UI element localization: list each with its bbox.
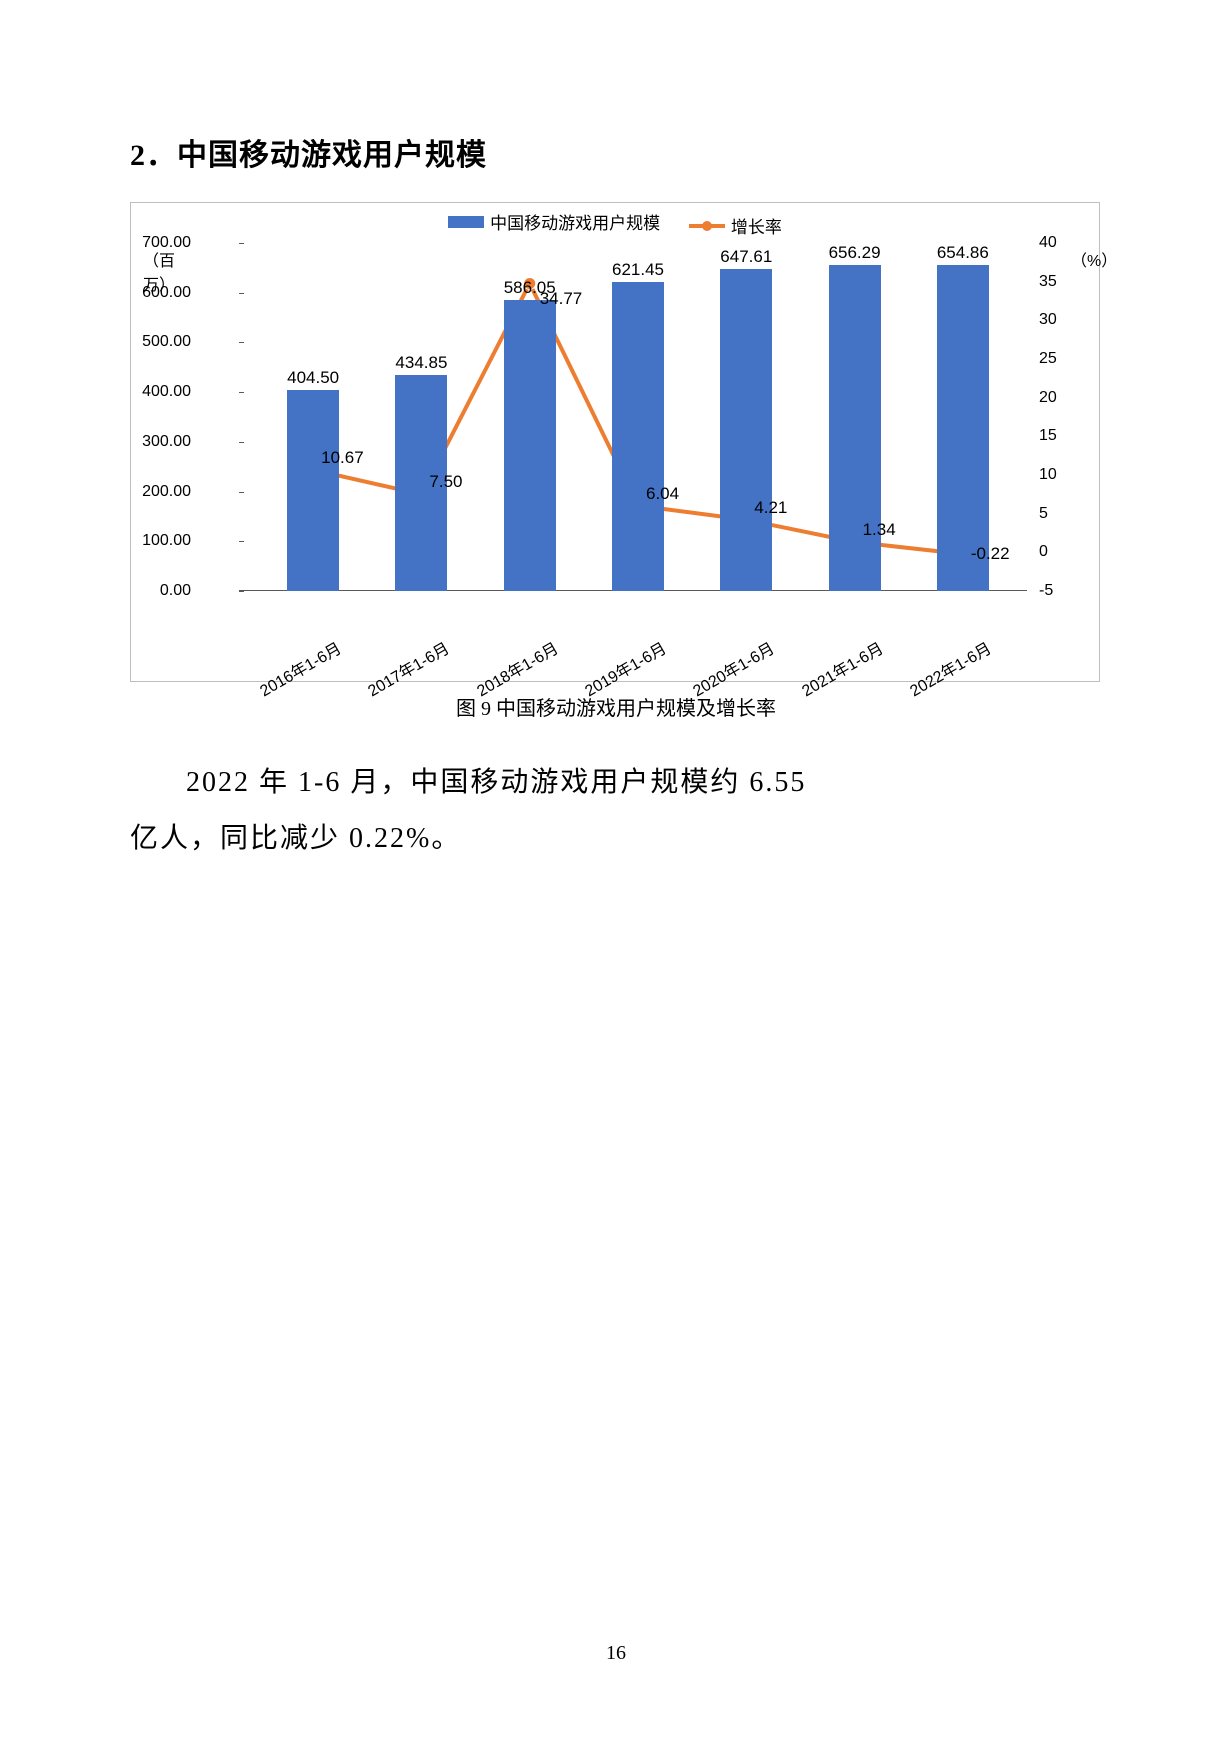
y-left-tick: 200.00	[142, 483, 191, 501]
line-value-label: 1.34	[863, 520, 896, 540]
line-value-label: 4.21	[754, 498, 787, 518]
bar: 654.86	[937, 265, 989, 591]
legend-bar-label: 中国移动游戏用户规模	[490, 209, 660, 234]
chart-container: 中国移动游戏用户规模 增长率 （百万） （%） 0.00100.00200.00…	[130, 202, 1100, 682]
line-value-label: -0.22	[971, 544, 1010, 564]
body-line-1: 2022 年 1-6 月，中国移动游戏用户规模约 6.55	[186, 767, 806, 798]
legend-item-line: 增长率	[689, 213, 782, 238]
line-value-label: 6.04	[646, 484, 679, 504]
bar-value-label: 621.45	[588, 260, 688, 280]
line-value-label: 34.77	[540, 289, 583, 309]
bar-value-label: 654.86	[913, 243, 1013, 263]
body-paragraph: 2022 年 1-6 月，中国移动游戏用户规模约 6.55 亿人，同比减少 0.…	[130, 755, 1102, 867]
y-right-tick: 35	[1039, 273, 1057, 291]
y-left-tick: 0.00	[160, 582, 191, 600]
bar: 621.45	[612, 282, 664, 591]
y-left-tick: 100.00	[142, 532, 191, 550]
y-left-tick: 700.00	[142, 234, 191, 252]
y-left-tick: 300.00	[142, 433, 191, 451]
bar-value-label: 434.85	[371, 353, 471, 373]
line-value-label: 10.67	[321, 448, 364, 468]
chart-legend: 中国移动游戏用户规模 增长率	[131, 209, 1099, 238]
bar-value-label: 404.50	[263, 368, 363, 388]
page-number: 16	[0, 1642, 1232, 1665]
chart-caption: 图 9 中国移动游戏用户规模及增长率	[130, 692, 1102, 721]
y-right-tick: -5	[1039, 582, 1053, 600]
legend-swatch-bar	[448, 216, 484, 228]
bar-value-label: 656.29	[805, 243, 905, 263]
legend-line-label: 增长率	[731, 213, 782, 238]
legend-item-bar: 中国移动游戏用户规模	[448, 209, 660, 234]
y-left-tick: 500.00	[142, 333, 191, 351]
y-right-axis-title: （%）	[1071, 247, 1087, 271]
legend-swatch-line	[689, 224, 725, 228]
y-right-tick: 0	[1039, 543, 1048, 561]
bar-value-label: 647.61	[696, 247, 796, 267]
y-right-tick: 5	[1039, 505, 1048, 523]
plot-area: 0.00100.00200.00300.00400.00500.00600.00…	[203, 243, 1027, 591]
y-right-tick: 40	[1039, 234, 1057, 252]
section-heading: 2．中国移动游戏用户规模	[130, 130, 1102, 174]
y-right-tick: 10	[1039, 466, 1057, 484]
y-left-tick: 400.00	[142, 383, 191, 401]
y-left-tick: 600.00	[142, 284, 191, 302]
y-right-tick: 15	[1039, 427, 1057, 445]
y-right-tick: 30	[1039, 311, 1057, 329]
bar: 404.50	[287, 390, 339, 591]
body-line-2: 亿人，同比减少 0.22%。	[130, 823, 461, 854]
line-value-label: 7.50	[429, 472, 462, 492]
y-right-tick: 25	[1039, 350, 1057, 368]
y-right-tick: 20	[1039, 389, 1057, 407]
bar: 647.61	[720, 269, 772, 591]
bar: 656.29	[829, 265, 881, 591]
bar: 586.05	[504, 300, 556, 591]
